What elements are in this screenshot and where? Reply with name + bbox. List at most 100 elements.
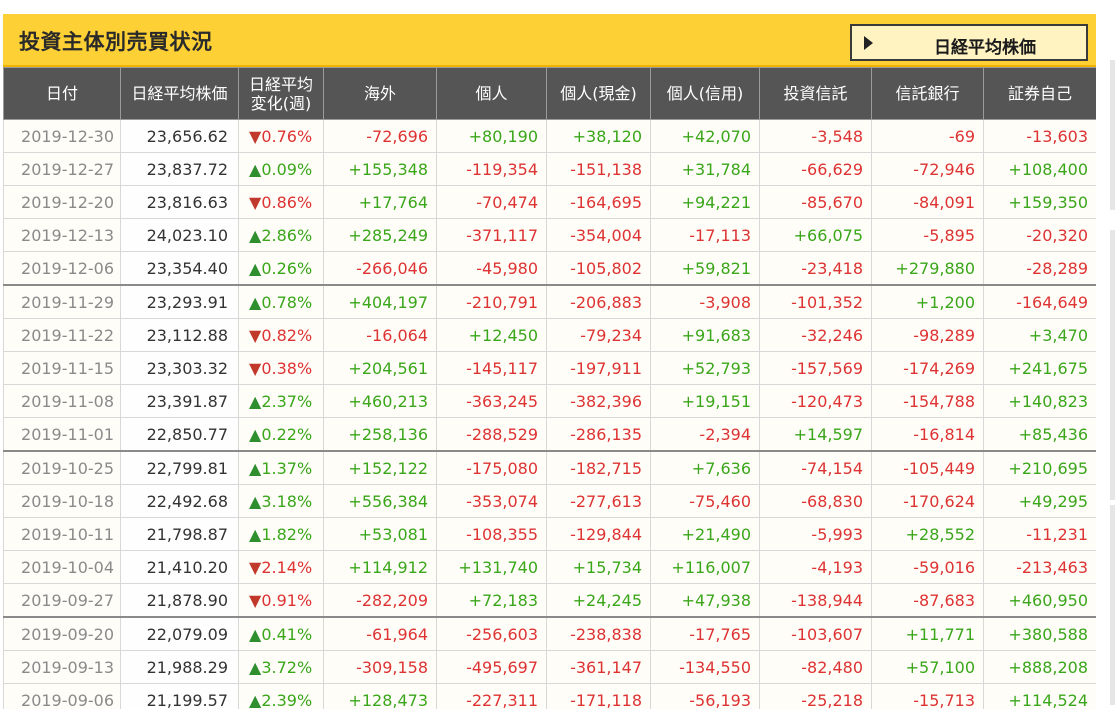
cell-proprietary: -164,649 (983, 284, 1096, 319)
arrow-down-icon: ▼ (249, 126, 262, 146)
cell-investment-trust: -82,480 (759, 650, 872, 684)
table-row[interactable]: 2019-12-30 23,656.62 ▼0.76% -72,696 +80,190 +… (3, 119, 1096, 153)
cell-individual: -175,080 (436, 450, 547, 485)
cell-individual: -371,117 (436, 218, 547, 252)
cell-individual: -256,603 (436, 616, 547, 651)
cell-proprietary: +241,675 (983, 351, 1096, 385)
cell-trust-bank: -59,016 (871, 550, 984, 584)
arrow-up-icon: ▲ (249, 524, 262, 544)
cell-individual-cash: +15,734 (546, 550, 651, 584)
cell-investment-trust: -68,830 (759, 484, 872, 518)
cell-proprietary: +380,588 (983, 616, 1096, 651)
column-header-nikkei-weekly-change: 日経平均 変化(週) (238, 67, 324, 120)
cell-foreign: +404,197 (323, 284, 437, 319)
cell-investment-trust: -32,246 (759, 318, 872, 352)
table-row[interactable]: 2019-09-13 21,988.29 ▲3.72% -309,158 -495,69… (3, 650, 1096, 684)
cell-individual: +72,183 (436, 583, 547, 618)
table-row[interactable]: 2019-09-27 21,878.90 ▼0.91% -282,209 +72,183… (3, 583, 1096, 618)
cell-nikkei-price: 23,112.88 (120, 318, 239, 352)
cell-investment-trust: -23,418 (759, 251, 872, 286)
arrow-up-icon: ▲ (249, 424, 262, 444)
cell-proprietary: +85,436 (983, 417, 1096, 452)
cell-individual: -108,355 (436, 517, 547, 551)
table-row[interactable]: 2019-11-01 22,850.77 ▲0.22% +258,136 -288,52… (3, 417, 1096, 452)
cell-individual: -288,529 (436, 417, 547, 452)
weekly-change-percent: 0.86% (261, 192, 313, 212)
cell-individual-cash: -79,234 (546, 318, 651, 352)
table-row[interactable]: 2019-12-27 23,837.72 ▲0.09% +155,348 -119,35… (3, 152, 1096, 186)
cell-individual-cash: -151,138 (546, 152, 651, 186)
table-row[interactable]: 2019-10-11 21,798.87 ▲1.82% +53,081 -108,355… (3, 517, 1096, 551)
cell-trust-bank: -16,814 (871, 417, 984, 452)
cell-weekly-change: ▲1.37% (238, 450, 324, 485)
column-header-nikkei-price: 日経平均株価 (120, 67, 239, 120)
cell-nikkei-price: 23,837.72 (120, 152, 239, 186)
cell-date: 2019-11-22 (3, 318, 121, 352)
cell-date: 2019-10-04 (3, 550, 121, 584)
column-header-individual-cash: 個人(現金) (546, 67, 651, 120)
cell-nikkei-price: 23,293.91 (120, 284, 239, 319)
weekly-change-percent: 2.37% (261, 391, 313, 411)
cell-nikkei-price: 24,023.10 (120, 218, 239, 252)
weekly-change-percent: 0.41% (261, 624, 313, 644)
weekly-change-percent: 3.18% (261, 491, 313, 511)
cell-investment-trust: -3,548 (759, 119, 872, 153)
column-header-individual: 個人 (436, 67, 547, 120)
cell-individual-cash: -197,911 (546, 351, 651, 385)
arrow-down-icon: ▼ (249, 192, 262, 212)
arrow-up-icon: ▲ (249, 258, 262, 278)
cell-foreign: +152,122 (323, 450, 437, 485)
table-row[interactable]: 2019-10-18 22,492.68 ▲3.18% +556,384 -353,07… (3, 484, 1096, 518)
page-edge (1107, 0, 1115, 709)
arrow-down-icon: ▼ (249, 325, 262, 345)
cell-individual-margin: -17,113 (650, 218, 760, 252)
cell-individual-cash: +24,245 (546, 583, 651, 618)
cell-date: 2019-12-27 (3, 152, 121, 186)
table-row[interactable]: 2019-12-20 23,816.63 ▼0.86% +17,764 -70,474-… (3, 185, 1096, 219)
cell-nikkei-price: 22,850.77 (120, 417, 239, 452)
table-row[interactable]: 2019-10-25 22,799.81 ▲1.37% +152,122 -175,08… (3, 450, 1096, 485)
cell-individual-margin: +47,938 (650, 583, 760, 618)
cell-proprietary: +210,695 (983, 450, 1096, 485)
cell-individual: -353,074 (436, 484, 547, 518)
cell-weekly-change: ▲0.41% (238, 616, 324, 651)
table-row[interactable]: 2019-12-06 23,354.40 ▲0.26% -266,046 -45,980… (3, 251, 1096, 286)
cell-date: 2019-12-13 (3, 218, 121, 252)
table-body: 2019-12-30 23,656.62 ▼0.76% -72,696 +80,190 +… (3, 119, 1096, 709)
cell-individual-cash: -238,838 (546, 616, 651, 651)
cell-individual: +80,190 (436, 119, 547, 153)
table-row[interactable]: 2019-11-15 23,303.32 ▼0.38% +204,561 -145,11… (3, 351, 1096, 385)
cell-individual-margin: +91,683 (650, 318, 760, 352)
cell-proprietary: +3,470 (983, 318, 1096, 352)
cell-individual: -45,980 (436, 251, 547, 286)
cell-date: 2019-10-18 (3, 484, 121, 518)
table-row[interactable]: 2019-11-08 23,391.87 ▲2.37% +460,213 -363,24… (3, 384, 1096, 418)
cell-nikkei-price: 23,303.32 (120, 351, 239, 385)
nikkei-average-button[interactable]: 日経平均株価 (850, 24, 1088, 61)
cell-individual-margin: +94,221 (650, 185, 760, 219)
cell-individual-cash: -206,883 (546, 284, 651, 319)
table-row[interactable]: 2019-09-06 21,199.57 ▲2.39% +128,473 -227,31… (3, 683, 1096, 709)
cell-weekly-change: ▲1.82% (238, 517, 324, 551)
column-header-proprietary: 証券自己 (983, 67, 1096, 120)
cell-weekly-change: ▼0.76% (238, 119, 324, 153)
cell-investment-trust: -4,193 (759, 550, 872, 584)
cell-weekly-change: ▼2.14% (238, 550, 324, 584)
table-row[interactable]: 2019-11-22 23,112.88 ▼0.82% -16,064 +12,450-… (3, 318, 1096, 352)
cell-date: 2019-11-01 (3, 417, 121, 452)
cell-nikkei-price: 23,656.62 (120, 119, 239, 153)
table-row[interactable]: 2019-11-29 23,293.91 ▲0.78% +404,197 -210,79… (3, 284, 1096, 319)
cell-foreign: +204,561 (323, 351, 437, 385)
cell-investment-trust: -66,629 (759, 152, 872, 186)
table-row[interactable]: 2019-10-04 21,410.20 ▼2.14% +114,912 +131,74… (3, 550, 1096, 584)
cell-date: 2019-12-30 (3, 119, 121, 153)
cell-individual: -495,697 (436, 650, 547, 684)
cell-investment-trust: -101,352 (759, 284, 872, 319)
table-row[interactable]: 2019-09-20 22,079.09 ▲0.41% -61,964 -256,603… (3, 616, 1096, 651)
table-row[interactable]: 2019-12-13 24,023.10 ▲2.86% +285,249 -371,11… (3, 218, 1096, 252)
weekly-change-percent: 0.91% (261, 590, 313, 610)
cell-foreign: +460,213 (323, 384, 437, 418)
cell-investment-trust: -157,569 (759, 351, 872, 385)
cell-weekly-change: ▼0.86% (238, 185, 324, 219)
column-header-foreign: 海外 (323, 67, 437, 120)
